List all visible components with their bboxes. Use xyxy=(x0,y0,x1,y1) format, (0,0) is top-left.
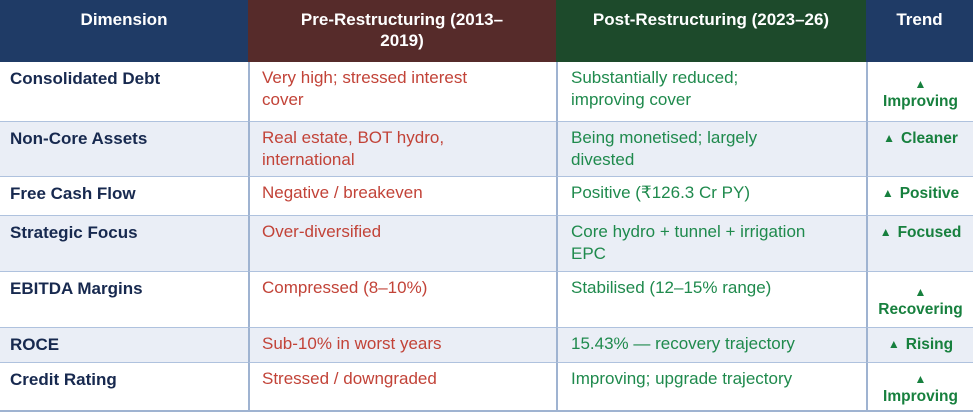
dimension-label: Strategic Focus xyxy=(0,215,248,271)
trend-label: Improving xyxy=(883,92,958,110)
post-restructuring-value: Stabilised (12–15% range) xyxy=(556,271,866,327)
trend-up-triangle-icon: ▲ xyxy=(883,131,895,145)
trend-cell: ▲ Rising xyxy=(866,327,973,362)
post-restructuring-value: 15.43% — recovery trajectory xyxy=(556,327,866,362)
trend-label: Improving xyxy=(883,387,958,405)
trend-label: Positive xyxy=(899,185,960,202)
trend-up-triangle-icon: ▲ xyxy=(914,76,927,91)
pre-restructuring-value: Sub-10% in worst years xyxy=(248,327,556,362)
pre-restructuring-value: Over-diversified xyxy=(248,215,556,271)
post-restructuring-value: Being monetised; largely divested xyxy=(556,121,866,176)
pre-restructuring-value: Compressed (8–10%) xyxy=(248,271,556,327)
trend-cell: ▲ Focused xyxy=(866,215,973,271)
trend-cell: ▲ Improving xyxy=(866,362,973,410)
column-header-post-restructuring: Post-Restructuring (2023–26) xyxy=(556,0,866,62)
trend-label: Recovering xyxy=(878,300,963,318)
post-restructuring-value: Core hydro + tunnel + irrigation EPC xyxy=(556,215,866,271)
trend-label: Rising xyxy=(905,336,954,353)
pre-restructuring-value: Negative / breakeven xyxy=(248,176,556,215)
column-header-trend: Trend xyxy=(866,0,973,62)
trend-label: Focused xyxy=(897,224,962,241)
trend-up-triangle-icon: ▲ xyxy=(879,225,892,239)
column-header-pre-restructuring: Pre-Restructuring (2013– 2019) xyxy=(248,0,556,62)
trend-up-triangle-icon: ▲ xyxy=(881,186,894,200)
trend-up-triangle-icon: ▲ xyxy=(887,337,900,351)
pre-restructuring-value: Very high; stressed interest cover xyxy=(248,62,556,121)
trend-up-triangle-icon: ▲ xyxy=(914,284,927,299)
column-header-dimension: Dimension xyxy=(0,0,248,62)
trend-cell: ▲ Improving xyxy=(866,62,973,121)
dimension-label: Free Cash Flow xyxy=(0,176,248,215)
dimension-label: Non-Core Assets xyxy=(0,121,248,176)
trend-label: Cleaner xyxy=(901,130,958,147)
pre-restructuring-value: Stressed / downgraded xyxy=(248,362,556,410)
dimension-label: EBITDA Margins xyxy=(0,271,248,327)
trend-cell: ▲ Cleaner xyxy=(866,121,973,176)
dimension-label: Consolidated Debt xyxy=(0,62,248,121)
dimension-label: Credit Rating xyxy=(0,362,248,410)
post-restructuring-value: Improving; upgrade trajectory xyxy=(556,362,866,410)
post-restructuring-value: Substantially reduced; improving cover xyxy=(556,62,866,121)
trend-cell: ▲ Positive xyxy=(866,176,973,215)
dimension-label: ROCE xyxy=(0,327,248,362)
trend-cell: ▲ Recovering xyxy=(866,271,973,327)
trend-up-triangle-icon: ▲ xyxy=(914,371,927,386)
pre-restructuring-value: Real estate, BOT hydro, international xyxy=(248,121,556,176)
post-restructuring-value: Positive (₹126.3 Cr PY) xyxy=(556,176,866,215)
